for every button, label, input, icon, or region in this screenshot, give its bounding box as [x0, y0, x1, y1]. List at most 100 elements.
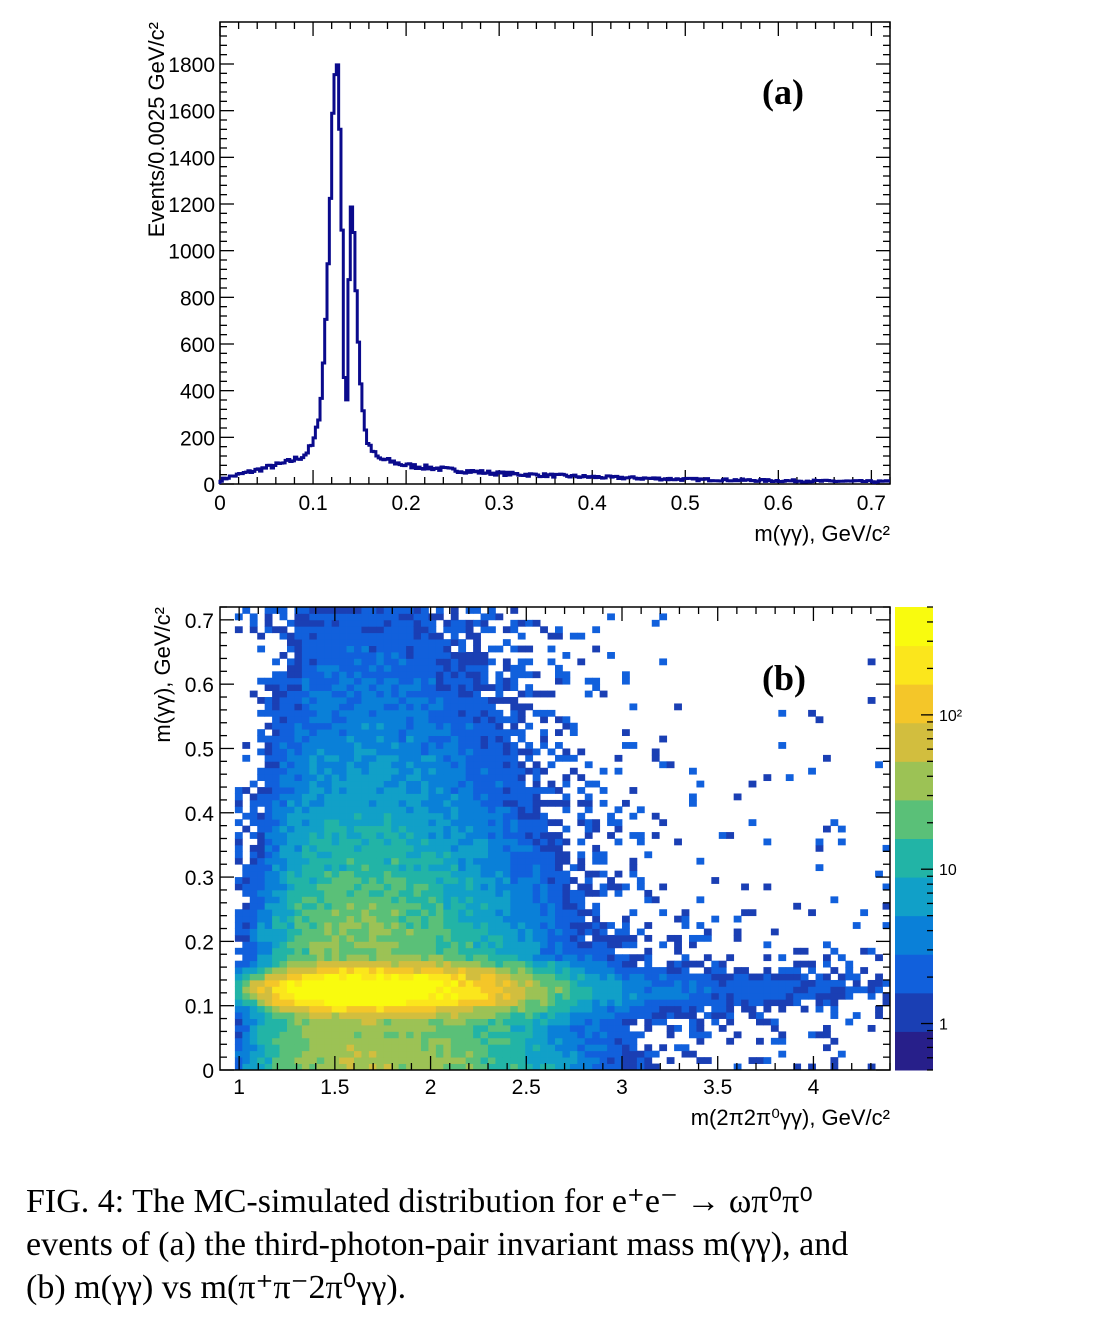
heatmap-cell — [383, 992, 392, 1000]
heatmap-cell — [428, 626, 437, 634]
heatmap-cell — [458, 825, 467, 833]
heatmap-cell — [331, 883, 340, 891]
heatmap-cell — [391, 748, 400, 756]
heatmap-cell — [488, 877, 496, 884]
heatmap-cell — [346, 632, 355, 640]
heatmap-cell — [421, 812, 429, 820]
heatmap-cell — [622, 954, 630, 962]
heatmap-cell — [272, 954, 280, 962]
heatmap-cell — [301, 999, 310, 1007]
heatmap-cell — [383, 664, 392, 672]
heatmap-cell — [592, 1012, 601, 1019]
heatmap-cell — [562, 1044, 571, 1052]
heatmap-cell — [651, 1063, 660, 1071]
heatmap-cell — [324, 1031, 333, 1039]
heatmap-cell — [502, 819, 511, 827]
heatmap-cell — [644, 889, 653, 897]
heatmap-cell — [301, 832, 310, 839]
heatmap-cell — [614, 941, 623, 949]
heatmap-cell — [517, 838, 526, 846]
heatmap-cell — [287, 851, 295, 859]
heatmap-cell — [406, 677, 414, 685]
heatmap-cell — [361, 1044, 370, 1052]
heatmap-cell — [480, 909, 489, 917]
heatmap-cell — [502, 1050, 511, 1058]
heatmap-cell — [413, 870, 422, 878]
heatmap-cell — [368, 703, 377, 711]
heatmap-cell — [257, 973, 266, 981]
heatmap-cell — [681, 915, 690, 923]
heatmap-cell — [532, 748, 541, 756]
heatmap-cell — [309, 774, 318, 782]
heatmap-cell — [346, 947, 355, 955]
heatmap-cell — [346, 677, 355, 685]
heatmap-cell — [391, 761, 400, 769]
heatmap-cell — [249, 857, 258, 865]
heatmap-cell — [770, 986, 779, 994]
heatmap-cell — [361, 934, 370, 942]
heatmap-cell — [428, 1057, 437, 1064]
heatmap-cell — [279, 748, 288, 756]
heatmap-cell — [540, 934, 548, 942]
heatmap-cell — [376, 947, 385, 955]
heatmap-cell — [726, 1018, 735, 1026]
heatmap-cell — [249, 896, 258, 904]
heatmap-cell — [264, 742, 273, 749]
heatmap-cell — [532, 1012, 541, 1019]
heatmap-cell — [257, 832, 266, 839]
heatmap-cell — [257, 645, 266, 653]
heatmap-cell — [272, 626, 280, 634]
heatmap-cell — [584, 1063, 593, 1071]
heatmap-cell — [592, 922, 601, 929]
heatmap-cell — [510, 812, 519, 820]
heatmap-cell — [443, 941, 452, 949]
heatmap-cell — [532, 1044, 541, 1052]
heatmap-cell — [629, 870, 638, 878]
heatmap-cell — [257, 1063, 266, 1071]
heatmap-cell — [234, 793, 243, 801]
heatmap-cell — [287, 844, 295, 852]
heatmap-cell — [324, 832, 333, 839]
heatmap-cell — [309, 1012, 318, 1019]
heatmap-cell — [406, 632, 414, 640]
heatmap-cell — [294, 690, 303, 698]
heatmap-cell — [458, 742, 467, 749]
heatmap-cell — [249, 799, 258, 807]
heatmap-cell — [450, 1005, 459, 1013]
heatmap-cell — [294, 825, 303, 833]
heatmap-cell — [488, 922, 496, 929]
heatmap-cell — [770, 928, 779, 936]
heatmap-cell — [421, 697, 429, 704]
heatmap-cell — [517, 799, 526, 807]
heatmap-cell — [398, 806, 407, 814]
heatmap-cell — [383, 851, 392, 859]
heatmap-cell — [674, 973, 682, 981]
heatmap-cell — [763, 979, 772, 987]
heatmap-cell — [264, 1018, 273, 1026]
heatmap-cell — [748, 979, 757, 987]
heatmap-cell — [361, 864, 370, 872]
heatmap-cell — [421, 832, 429, 839]
heatmap-cell — [689, 992, 697, 1000]
heatmap-cell — [465, 986, 474, 994]
heatmap-cell — [368, 979, 377, 987]
heatmap-cell — [421, 716, 429, 724]
heatmap-cell — [294, 742, 303, 749]
heatmap-cell — [502, 761, 511, 769]
heatmap-cell — [391, 889, 400, 897]
heatmap-cell — [234, 992, 243, 1000]
heatmap-cell — [257, 729, 266, 737]
heatmap-cell — [249, 812, 258, 820]
heatmap-cell — [376, 1044, 385, 1052]
heatmap-cell — [450, 960, 459, 968]
heatmap-cell — [249, 999, 258, 1007]
heatmap-cell — [391, 716, 400, 724]
heatmap-cell — [279, 703, 288, 711]
heatmap-cell — [361, 986, 370, 994]
heatmap-cell — [540, 986, 548, 994]
heatmap-cell — [465, 832, 474, 839]
heatmap-cell — [272, 607, 280, 614]
heatmap-cell — [681, 999, 690, 1007]
heatmap-cell — [287, 883, 295, 891]
